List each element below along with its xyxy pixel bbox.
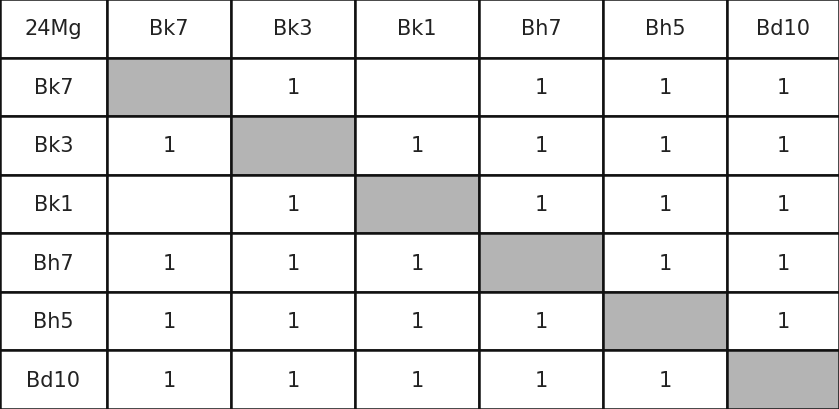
Bar bbox=[727, 351, 839, 409]
Text: 1: 1 bbox=[776, 311, 789, 331]
Text: Bh7: Bh7 bbox=[33, 253, 74, 273]
Text: Bk3: Bk3 bbox=[34, 136, 73, 156]
Bar bbox=[603, 0, 727, 58]
Text: Bh7: Bh7 bbox=[521, 19, 561, 39]
Bar bbox=[0, 234, 107, 292]
Bar bbox=[107, 234, 231, 292]
Bar bbox=[479, 351, 603, 409]
Bar bbox=[479, 0, 603, 58]
Bar bbox=[479, 292, 603, 351]
Bar bbox=[479, 175, 603, 234]
Text: Bh5: Bh5 bbox=[645, 19, 685, 39]
Bar bbox=[355, 234, 479, 292]
Text: 1: 1 bbox=[286, 370, 300, 390]
Text: 1: 1 bbox=[286, 311, 300, 331]
Text: 1: 1 bbox=[659, 195, 672, 214]
Bar bbox=[727, 117, 839, 175]
Text: 1: 1 bbox=[162, 370, 175, 390]
Text: Bk7: Bk7 bbox=[149, 19, 189, 39]
Bar bbox=[727, 0, 839, 58]
Bar bbox=[355, 0, 479, 58]
Text: 1: 1 bbox=[410, 253, 424, 273]
Text: 1: 1 bbox=[534, 195, 548, 214]
Text: 1: 1 bbox=[410, 370, 424, 390]
Text: Bd10: Bd10 bbox=[756, 19, 810, 39]
Bar bbox=[231, 234, 355, 292]
Text: 1: 1 bbox=[534, 311, 548, 331]
Bar bbox=[107, 117, 231, 175]
Text: 1: 1 bbox=[776, 195, 789, 214]
Bar bbox=[603, 351, 727, 409]
Bar bbox=[479, 58, 603, 117]
Text: 1: 1 bbox=[162, 253, 175, 273]
Text: 1: 1 bbox=[776, 253, 789, 273]
Bar bbox=[0, 351, 107, 409]
Bar bbox=[231, 117, 355, 175]
Bar bbox=[107, 58, 231, 117]
Bar bbox=[107, 175, 231, 234]
Text: 1: 1 bbox=[162, 136, 175, 156]
Bar bbox=[603, 175, 727, 234]
Bar bbox=[603, 234, 727, 292]
Text: 1: 1 bbox=[534, 78, 548, 98]
Bar bbox=[727, 175, 839, 234]
Bar bbox=[355, 292, 479, 351]
Bar bbox=[107, 351, 231, 409]
Text: 1: 1 bbox=[162, 311, 175, 331]
Bar bbox=[727, 234, 839, 292]
Bar bbox=[231, 58, 355, 117]
Text: 1: 1 bbox=[534, 370, 548, 390]
Text: 1: 1 bbox=[410, 311, 424, 331]
Text: 1: 1 bbox=[286, 195, 300, 214]
Bar bbox=[0, 58, 107, 117]
Bar bbox=[231, 292, 355, 351]
Bar bbox=[107, 0, 231, 58]
Bar bbox=[727, 58, 839, 117]
Bar bbox=[603, 58, 727, 117]
Text: 1: 1 bbox=[534, 136, 548, 156]
Bar bbox=[355, 351, 479, 409]
Bar bbox=[0, 175, 107, 234]
Bar bbox=[603, 292, 727, 351]
Text: 1: 1 bbox=[659, 78, 672, 98]
Text: 1: 1 bbox=[659, 370, 672, 390]
Bar bbox=[107, 292, 231, 351]
Text: Bk3: Bk3 bbox=[274, 19, 313, 39]
Text: 1: 1 bbox=[286, 253, 300, 273]
Text: 1: 1 bbox=[659, 136, 672, 156]
Bar bbox=[479, 234, 603, 292]
Text: 1: 1 bbox=[286, 78, 300, 98]
Text: Bd10: Bd10 bbox=[26, 370, 81, 390]
Bar bbox=[0, 117, 107, 175]
Bar bbox=[231, 0, 355, 58]
Bar bbox=[727, 292, 839, 351]
Text: 1: 1 bbox=[776, 136, 789, 156]
Bar bbox=[231, 175, 355, 234]
Text: 1: 1 bbox=[776, 78, 789, 98]
Bar bbox=[0, 0, 107, 58]
Text: 24Mg: 24Mg bbox=[24, 19, 82, 39]
Text: Bh5: Bh5 bbox=[33, 311, 74, 331]
Text: 1: 1 bbox=[659, 253, 672, 273]
Text: Bk1: Bk1 bbox=[34, 195, 73, 214]
Bar bbox=[355, 58, 479, 117]
Bar bbox=[231, 351, 355, 409]
Bar bbox=[355, 175, 479, 234]
Bar bbox=[355, 117, 479, 175]
Bar bbox=[603, 117, 727, 175]
Bar bbox=[479, 117, 603, 175]
Text: Bk1: Bk1 bbox=[397, 19, 437, 39]
Text: Bk7: Bk7 bbox=[34, 78, 73, 98]
Bar bbox=[0, 292, 107, 351]
Text: 1: 1 bbox=[410, 136, 424, 156]
